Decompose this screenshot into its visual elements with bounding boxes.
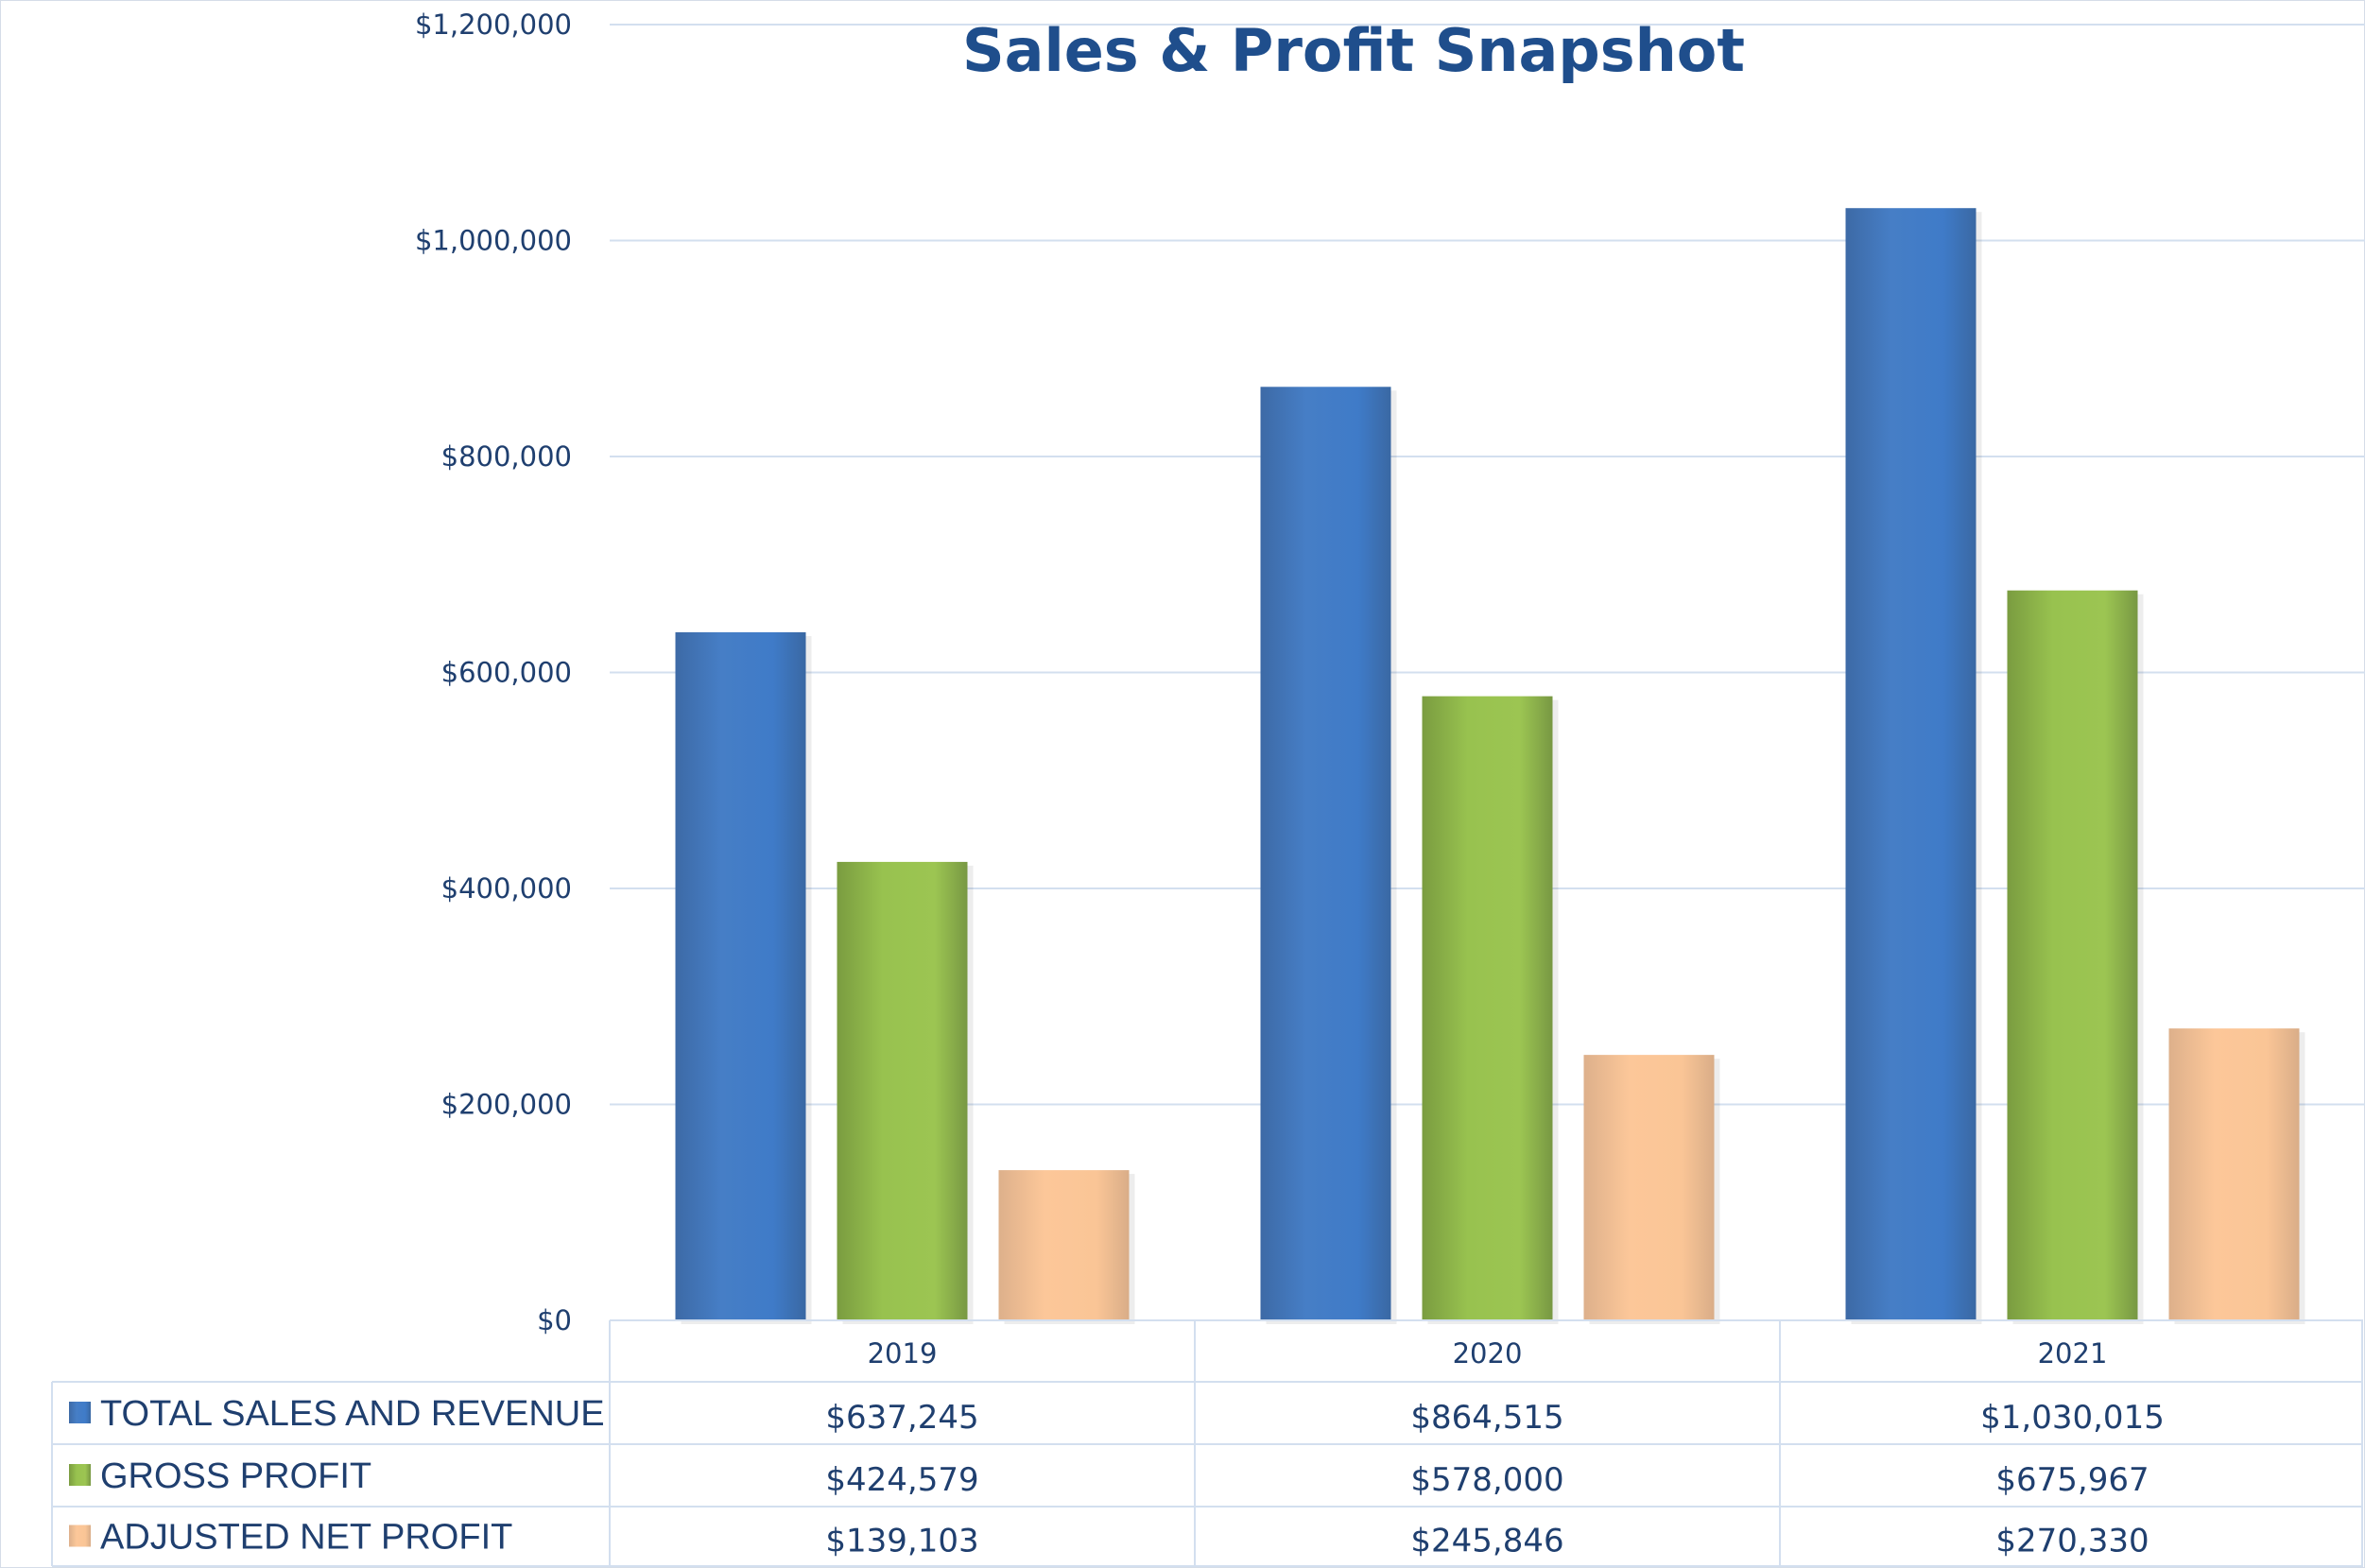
bar <box>998 1170 1130 1320</box>
y-tick-label: $800,000 <box>441 440 572 473</box>
bar <box>2007 590 2138 1320</box>
x-category-label: 2019 <box>868 1337 938 1370</box>
data-label: $245,846 <box>1410 1523 1563 1560</box>
y-tick-label: $600,000 <box>441 657 572 689</box>
legend-label: TOTAL SALES AND REVENUE <box>100 1394 605 1434</box>
data-label: $637,245 <box>825 1399 978 1437</box>
legend-label: ADJUSTED NET PROFIT <box>100 1518 512 1558</box>
data-label: $578,000 <box>1410 1461 1563 1499</box>
legend-swatch <box>69 1464 91 1486</box>
bar <box>2168 1028 2300 1320</box>
chart-title: Sales & Profit Snapshot <box>962 16 1745 85</box>
x-category-label: 2020 <box>1453 1337 1523 1370</box>
data-label: $864,515 <box>1410 1399 1563 1437</box>
data-label: $1,030,015 <box>1980 1399 2165 1437</box>
y-tick-label: $1,000,000 <box>415 225 572 257</box>
bar <box>675 631 806 1320</box>
data-label: $270,330 <box>1995 1523 2149 1560</box>
data-label: $139,103 <box>825 1523 978 1560</box>
legend-label: GROSS PROFIT <box>100 1456 371 1496</box>
legend-swatch <box>69 1525 91 1547</box>
bar <box>1583 1055 1715 1320</box>
legend-swatch <box>69 1402 91 1423</box>
y-tick-label: $0 <box>537 1304 572 1336</box>
bar <box>1260 387 1391 1320</box>
data-label: $675,967 <box>1995 1461 2149 1499</box>
y-tick-label: $200,000 <box>441 1089 572 1121</box>
bar <box>1845 208 1977 1320</box>
y-tick-label: $1,200,000 <box>415 9 572 41</box>
data-label: $424,579 <box>825 1461 978 1499</box>
bar <box>1422 696 1553 1320</box>
bar <box>837 861 968 1320</box>
bars <box>675 208 2305 1324</box>
data-table: 2019 2020 2021 TOTAL SALES AND REVENUE $637,… <box>51 1319 2363 1567</box>
x-category-label: 2021 <box>2038 1337 2108 1370</box>
y-tick-label: $400,000 <box>441 872 572 905</box>
y-axis-ticks: $0 $200,000 $400,000 $600,000 $800,000 $1,000… <box>415 9 572 1336</box>
